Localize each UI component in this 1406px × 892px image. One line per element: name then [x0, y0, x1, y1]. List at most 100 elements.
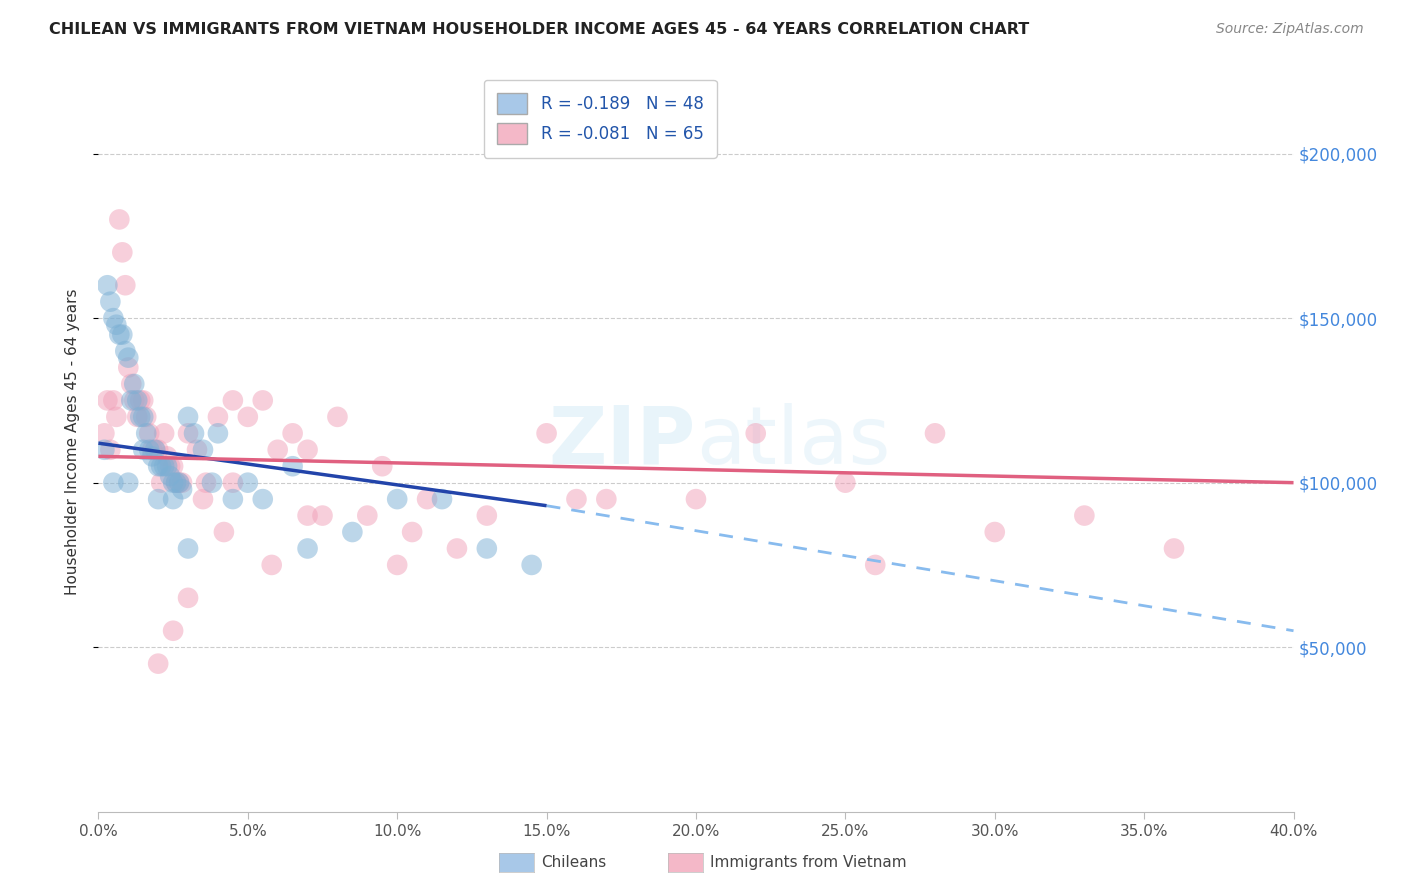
Point — [162, 459, 184, 474]
Point — [260, 558, 283, 572]
Point — [685, 492, 707, 507]
Point — [281, 426, 304, 441]
Point — [177, 409, 200, 424]
Point — [371, 459, 394, 474]
Point — [356, 508, 378, 523]
Point — [745, 426, 768, 441]
Point — [132, 409, 155, 424]
Point — [326, 409, 349, 424]
Point — [297, 508, 319, 523]
Point — [98, 294, 122, 309]
Point — [172, 482, 194, 496]
Point — [172, 475, 194, 490]
Point — [834, 475, 856, 490]
Point — [401, 524, 423, 539]
Point — [267, 442, 290, 457]
Point — [148, 492, 170, 507]
Point — [156, 459, 179, 474]
Point — [201, 475, 224, 490]
Point — [252, 492, 274, 507]
Point — [135, 409, 157, 424]
Point — [167, 475, 190, 490]
Point — [153, 426, 176, 441]
Point — [191, 492, 214, 507]
Point — [212, 524, 235, 539]
Point — [108, 327, 131, 342]
Point — [311, 508, 333, 523]
Point — [105, 318, 128, 332]
Point — [183, 426, 205, 441]
Text: Source: ZipAtlas.com: Source: ZipAtlas.com — [1216, 22, 1364, 37]
Point — [191, 442, 214, 457]
Text: ZIP: ZIP — [548, 402, 696, 481]
Point — [124, 376, 146, 391]
Point — [105, 409, 128, 424]
Point — [103, 311, 125, 326]
Point — [186, 442, 208, 457]
Point — [127, 409, 149, 424]
Point — [342, 524, 364, 539]
Point — [159, 459, 181, 474]
Point — [143, 442, 166, 457]
Point — [177, 426, 200, 441]
Point — [865, 558, 887, 572]
Point — [141, 450, 163, 464]
Point — [156, 450, 179, 464]
Point — [117, 475, 139, 490]
Point — [132, 393, 155, 408]
Point — [385, 492, 409, 507]
Y-axis label: Householder Income Ages 45 - 64 years: Householder Income Ages 45 - 64 years — [65, 288, 80, 595]
Point — [236, 409, 259, 424]
Point — [150, 475, 173, 490]
Point — [430, 492, 453, 507]
Point — [138, 426, 160, 441]
Point — [141, 442, 163, 457]
Point — [281, 459, 304, 474]
Point — [127, 393, 149, 408]
Point — [162, 475, 184, 490]
Point — [108, 212, 131, 227]
Point — [96, 393, 118, 408]
Point — [120, 393, 142, 408]
Point — [222, 393, 245, 408]
Text: atlas: atlas — [696, 402, 890, 481]
Point — [162, 492, 184, 507]
Point — [385, 558, 409, 572]
Text: Chileans: Chileans — [541, 855, 606, 870]
Point — [135, 426, 157, 441]
Text: CHILEAN VS IMMIGRANTS FROM VIETNAM HOUSEHOLDER INCOME AGES 45 - 64 YEARS CORRELA: CHILEAN VS IMMIGRANTS FROM VIETNAM HOUSE… — [49, 22, 1029, 37]
Point — [222, 492, 245, 507]
Point — [117, 360, 139, 375]
Point — [252, 393, 274, 408]
Point — [138, 442, 160, 457]
Point — [150, 459, 173, 474]
Point — [143, 442, 166, 457]
Point — [159, 469, 181, 483]
Point — [93, 442, 115, 457]
Point — [536, 426, 558, 441]
Point — [153, 459, 176, 474]
Point — [103, 393, 125, 408]
Point — [167, 475, 190, 490]
Point — [297, 541, 319, 556]
Point — [124, 393, 146, 408]
Point — [520, 558, 543, 572]
Point — [595, 492, 617, 507]
Point — [148, 442, 170, 457]
Point — [475, 508, 498, 523]
Point — [111, 245, 134, 260]
Point — [117, 351, 139, 365]
Point — [565, 492, 588, 507]
Point — [416, 492, 439, 507]
Point — [475, 541, 498, 556]
Point — [114, 344, 136, 359]
Text: Immigrants from Vietnam: Immigrants from Vietnam — [710, 855, 907, 870]
Point — [129, 393, 152, 408]
Point — [96, 278, 118, 293]
Point — [1073, 508, 1095, 523]
Point — [120, 376, 142, 391]
Point — [177, 541, 200, 556]
Point — [924, 426, 946, 441]
Point — [148, 657, 170, 671]
Point — [1163, 541, 1185, 556]
